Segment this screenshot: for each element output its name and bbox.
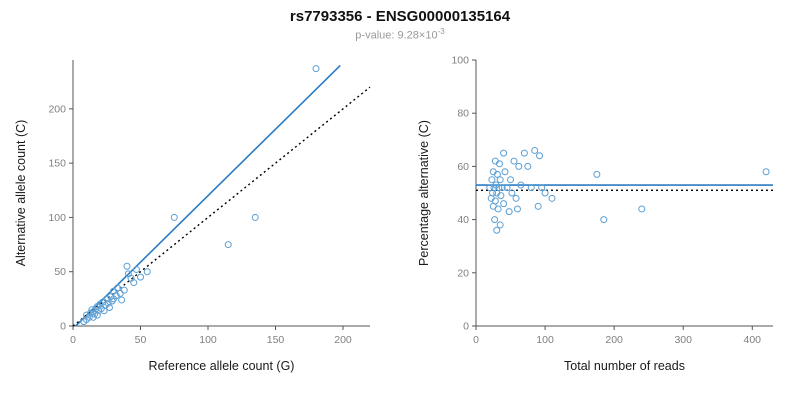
scatter-allele-counts: 0 50 100 150 200 0 50 100 150 200 Reference allele…	[14, 59, 371, 373]
svg-text:100: 100	[536, 334, 554, 346]
charts-row: 0 50 100 150 200 0 50 100 150 200 Reference allele…	[0, 44, 800, 384]
svg-text:100: 100	[199, 334, 217, 346]
svg-text:50: 50	[54, 266, 66, 278]
figure-subtitle: p-value: 9.28×10-3	[0, 27, 800, 42]
svg-text:400: 400	[744, 334, 762, 346]
svg-text:60: 60	[457, 161, 469, 173]
svg-text:0: 0	[473, 334, 479, 346]
svg-text:Total number of reads: Total number of reads	[564, 359, 685, 373]
svg-text:100: 100	[451, 54, 469, 66]
figure-header: rs7793356 - ENSG00000135164 p-value: 9.2…	[0, 0, 800, 42]
svg-text:0: 0	[463, 320, 469, 332]
svg-text:200: 200	[605, 334, 623, 346]
svg-text:100: 100	[48, 212, 66, 224]
pvalue-text: p-value: 9.28×10	[355, 29, 438, 42]
scatter-percentage-alternative: 0 100 200 300 400 0 20 40 60 80 100 Total number of…	[417, 54, 773, 373]
svg-text:0: 0	[60, 320, 66, 332]
svg-text:200: 200	[334, 334, 352, 346]
svg-text:Alternative allele count (C): Alternative allele count (C)	[14, 119, 28, 266]
svg-text:20: 20	[457, 267, 469, 279]
svg-text:Percentage alternative (C): Percentage alternative (C)	[417, 120, 431, 266]
svg-text:0: 0	[70, 334, 76, 346]
pvalue-exponent: -3	[437, 27, 445, 36]
svg-text:200: 200	[48, 103, 66, 115]
svg-text:150: 150	[48, 157, 66, 169]
svg-text:Reference allele count (G): Reference allele count (G)	[149, 359, 295, 373]
svg-text:40: 40	[457, 214, 469, 226]
svg-text:150: 150	[267, 334, 285, 346]
svg-text:50: 50	[135, 334, 147, 346]
svg-text:80: 80	[457, 107, 469, 119]
svg-text:300: 300	[674, 334, 692, 346]
figure-title: rs7793356 - ENSG00000135164	[289, 8, 511, 25]
